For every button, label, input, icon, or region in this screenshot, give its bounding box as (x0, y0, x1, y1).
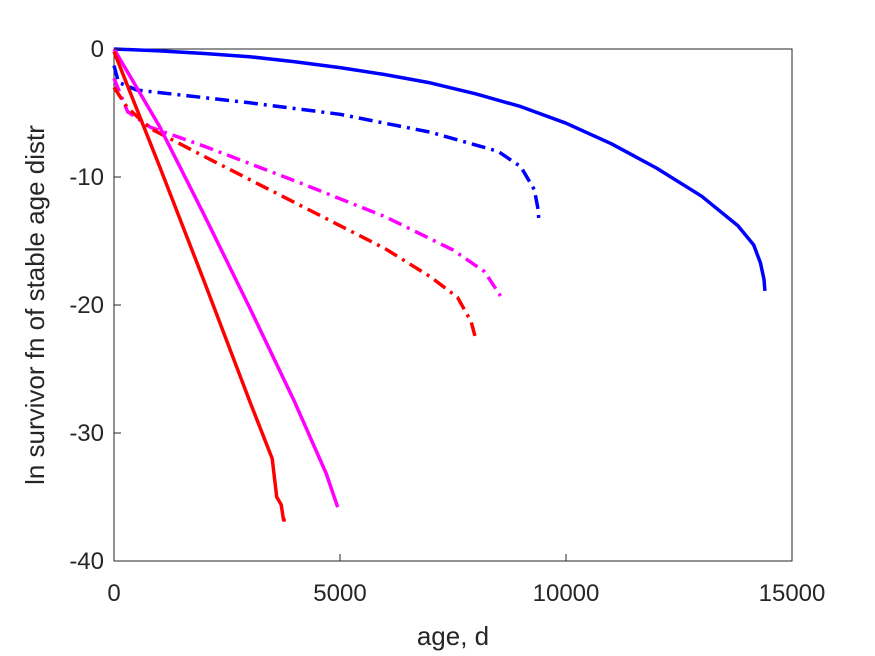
x-tick-label: 5000 (313, 580, 366, 607)
series-line-3 (112, 77, 502, 297)
y-tick-label: -20 (69, 292, 104, 319)
x-axis-ticks: 0 5000 10000 15000 (107, 554, 825, 607)
series-line-1 (113, 47, 767, 292)
y-tick-label: -10 (69, 164, 104, 191)
x-axis-label: age, d (417, 621, 489, 651)
x-tick-label: 10000 (533, 580, 600, 607)
y-tick-label: -40 (69, 548, 104, 575)
y-tick-label: 0 (91, 36, 104, 63)
series-layer (112, 47, 767, 522)
x-tick-label: 15000 (759, 580, 826, 607)
y-axis-label: ln survivor fn of stable age distr (20, 125, 50, 485)
series-line-2 (112, 65, 541, 221)
series-line-6 (112, 50, 286, 522)
y-tick-label: -30 (69, 420, 104, 447)
x-tick-label: 0 (107, 580, 120, 607)
y-axis-ticks: 0 -10 -20 -30 -40 (69, 36, 121, 575)
series-line-5 (112, 48, 340, 508)
plot-area (113, 48, 793, 562)
